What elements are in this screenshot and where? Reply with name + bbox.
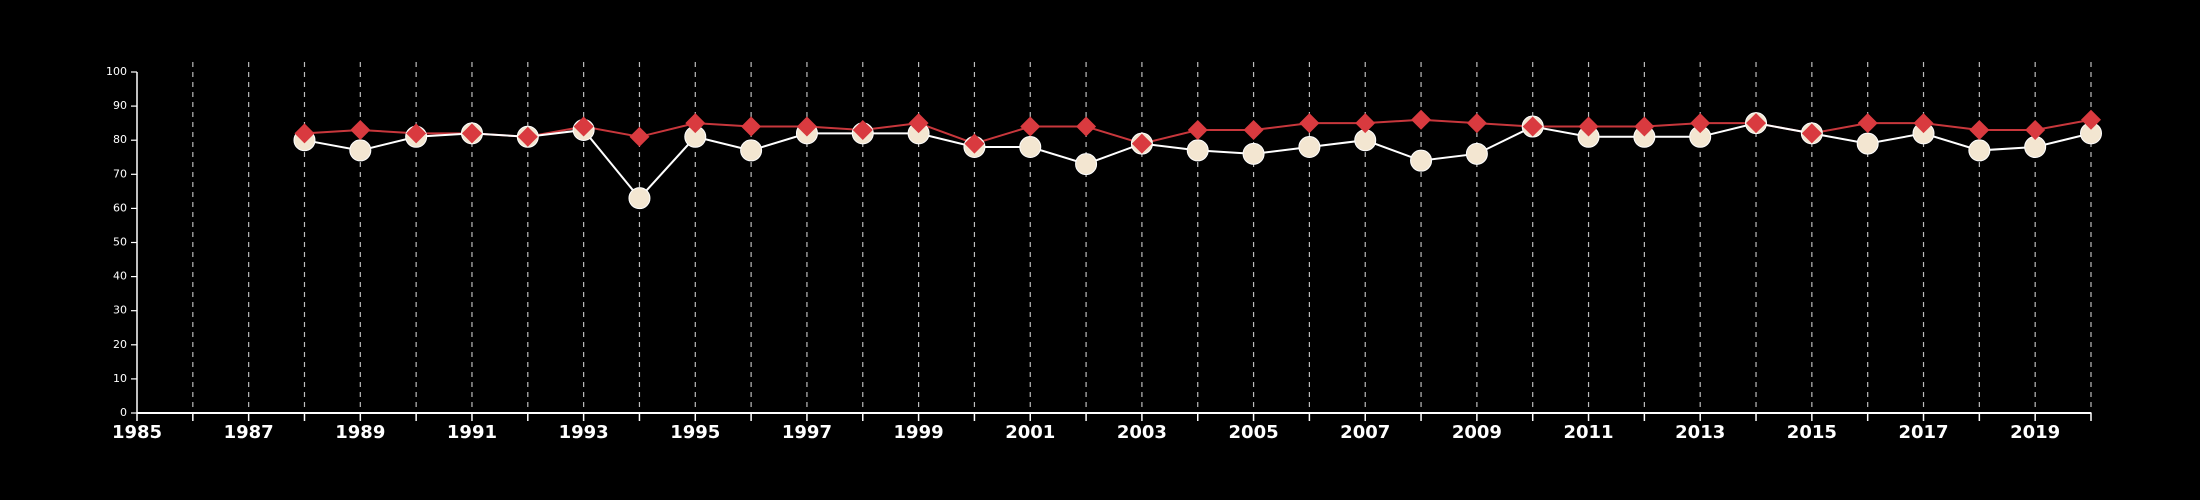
y-tick-label-80: 80 — [113, 133, 127, 146]
point-diamond-1988 — [294, 123, 315, 144]
x-tick-label-1991: 1991 — [447, 422, 497, 443]
point-diamond-1994 — [629, 126, 650, 147]
point-diamond-2011 — [1578, 116, 1599, 137]
point-diamond-2018 — [1969, 119, 1990, 140]
point-circle-2001 — [1019, 136, 1042, 159]
x-tick-label-1997: 1997 — [782, 422, 832, 443]
y-tick-label-90: 90 — [113, 99, 127, 112]
tick-labels: 0 10 20 30 40 50 60 70 80 90 100 1985 1987 1989 1991 19… — [106, 65, 2060, 443]
x-tick-label-1987: 1987 — [224, 422, 274, 443]
point-diamond-1997 — [796, 116, 817, 137]
point-diamond-2013 — [1690, 113, 1711, 134]
y-tick-label-70: 70 — [113, 167, 127, 180]
x-tick-label-2019: 2019 — [2010, 422, 2060, 443]
x-tick-label-2003: 2003 — [1117, 422, 1167, 443]
y-tick-label-50: 50 — [113, 236, 127, 249]
point-diamond-2012 — [1634, 116, 1655, 137]
x-tick-label-1993: 1993 — [559, 422, 609, 443]
y-tick-label-100: 100 — [106, 65, 127, 78]
x-tick-label-1989: 1989 — [335, 422, 385, 443]
x-tick-label-2013: 2013 — [1675, 422, 1725, 443]
grid-lines — [192, 62, 2092, 413]
point-circle-2004 — [1186, 139, 1209, 162]
x-tick-label-2001: 2001 — [1005, 422, 1055, 443]
point-circle-2018 — [1968, 139, 1991, 162]
point-diamond-2009 — [1466, 113, 1487, 134]
point-diamond-2010 — [1522, 116, 1543, 137]
point-diamond-1990 — [406, 123, 427, 144]
point-diamond-2001 — [1020, 116, 1041, 137]
point-circle-1996 — [740, 139, 763, 162]
point-circle-2006 — [1298, 136, 1321, 159]
point-circle-1994 — [628, 187, 651, 210]
point-diamond-1999 — [908, 113, 929, 134]
y-tick-label-20: 20 — [113, 338, 127, 351]
x-tick-label-1999: 1999 — [894, 422, 944, 443]
x-tick-label-1985: 1985 — [112, 422, 162, 443]
y-tick-label-0: 0 — [120, 406, 127, 419]
point-diamond-1991 — [461, 123, 482, 144]
point-diamond-2017 — [1913, 113, 1934, 134]
point-diamond-2008 — [1411, 109, 1432, 130]
y-tick-label-40: 40 — [113, 270, 127, 283]
point-diamond-2007 — [1355, 113, 1376, 134]
point-diamond-2003 — [1131, 133, 1152, 154]
point-circle-2008 — [1410, 149, 1433, 172]
x-tick-label-2011: 2011 — [1563, 422, 1613, 443]
x-tick-label-2009: 2009 — [1452, 422, 1502, 443]
axes — [131, 71, 2092, 421]
point-circle-2016 — [1856, 132, 1879, 155]
point-diamond-2019 — [2025, 119, 2046, 140]
point-diamond-2002 — [1076, 116, 1097, 137]
y-tick-label-10: 10 — [113, 372, 127, 385]
x-tick-label-1995: 1995 — [670, 422, 720, 443]
point-diamond-1998 — [852, 119, 873, 140]
series-markers — [293, 109, 2102, 210]
point-diamond-2006 — [1299, 113, 1320, 134]
point-diamond-2000 — [964, 133, 985, 154]
point-diamond-2020 — [2081, 109, 2101, 130]
point-diamond-2004 — [1187, 119, 1208, 140]
point-diamond-1989 — [350, 119, 371, 140]
point-diamond-2015 — [1801, 123, 1822, 144]
point-circle-2005 — [1242, 142, 1265, 165]
point-diamond-1995 — [685, 113, 706, 134]
point-circle-1989 — [349, 139, 372, 162]
x-tick-label-2017: 2017 — [1898, 422, 1948, 443]
point-circle-2009 — [1465, 142, 1488, 165]
point-circle-2002 — [1075, 153, 1098, 176]
x-tick-label-2007: 2007 — [1340, 422, 1390, 443]
point-diamond-1992 — [517, 126, 538, 147]
point-diamond-1993 — [573, 116, 594, 137]
point-diamond-1996 — [741, 116, 762, 137]
point-diamond-2016 — [1857, 113, 1878, 134]
y-tick-label-30: 30 — [113, 304, 127, 317]
x-tick-label-2005: 2005 — [1229, 422, 1279, 443]
point-diamond-2014 — [1746, 113, 1767, 134]
y-tick-label-60: 60 — [113, 201, 127, 214]
x-tick-label-2015: 2015 — [1787, 422, 1837, 443]
point-diamond-2005 — [1243, 119, 1264, 140]
